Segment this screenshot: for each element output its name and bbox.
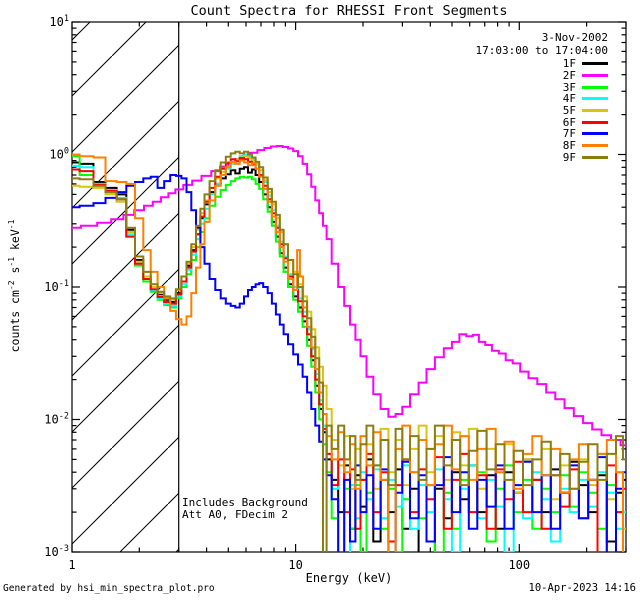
legend-item-5F: 5F <box>562 104 608 118</box>
x-axis-title: Energy (keV) <box>305 571 393 585</box>
legend-label: 5F <box>562 104 576 118</box>
legend-label: 8F <box>562 139 576 153</box>
series-group <box>72 145 626 552</box>
y-tick-label: 100 <box>49 147 69 162</box>
legend-label: 1F <box>562 57 576 71</box>
annotation-includes-background: Includes Background <box>182 496 308 509</box>
legend-color-swatch <box>582 144 608 148</box>
observation-date: 3-Nov-2002 <box>541 31 608 44</box>
y-axis-title-text: counts cm <box>8 290 22 353</box>
legend-item-8F: 8F <box>562 139 608 153</box>
series-line-8F <box>72 153 624 552</box>
series-layer <box>72 145 626 552</box>
legend-label: 2F <box>562 69 576 83</box>
legend-item-6F: 6F <box>562 115 608 129</box>
x-tick-label: 1 <box>68 558 75 572</box>
page-title: Count Spectra for RHESSI Front Segments <box>190 3 508 19</box>
legend-item-9F: 9F <box>562 150 608 164</box>
legend: 1F 2F 3F 4F 5F 6F 7F 8F 9F <box>562 57 608 164</box>
legend-label: 4F <box>562 92 576 106</box>
legend-label: 9F <box>562 150 576 164</box>
x-tick-labels: 1 10 100 <box>68 558 530 572</box>
legend-item-2F: 2F <box>562 69 608 83</box>
legend-color-swatch <box>582 120 608 124</box>
series-line-2F <box>72 145 626 447</box>
legend-color-swatch <box>582 109 608 113</box>
legend-label: 7F <box>562 127 576 141</box>
y-axis-title: counts cm-2 s-1 keV-1 <box>7 156 22 416</box>
legend-color-swatch <box>582 155 608 159</box>
annotation-attenuator-state: Att A0, FDecim 2 <box>182 508 288 521</box>
legend-label: 3F <box>562 80 576 94</box>
y-axis-title-superscript: -1 <box>7 219 17 230</box>
legend-item-4F: 4F <box>562 92 608 106</box>
legend-item-1F: 1F <box>562 57 608 71</box>
x-tick-label: 10 <box>288 558 302 572</box>
y-tick-label: 10-2 <box>44 412 69 427</box>
legend-color-swatch <box>582 97 608 101</box>
y-axis-title-superscript: -2 <box>7 280 17 291</box>
legend-color-swatch <box>582 132 608 136</box>
legend-color-swatch <box>582 62 608 66</box>
y-tick-labels: 101 100 10-1 10-2 10-3 <box>44 14 69 559</box>
legend-color-swatch <box>582 85 608 89</box>
footer-program-credit: Generated by hsi_min_spectra_plot.pro <box>3 583 215 594</box>
legend-item-3F: 3F <box>562 80 608 94</box>
y-axis-title-text: s <box>8 266 22 281</box>
footer-generation-timestamp: 10-Apr-2023 14:16 <box>528 582 636 594</box>
y-tick-label: 101 <box>49 14 69 29</box>
legend-item-7F: 7F <box>562 127 608 141</box>
series-line-9F <box>72 150 626 552</box>
observation-time-range: 17:03:00 to 17:04:00 <box>475 44 608 57</box>
y-axis-title-text: keV <box>8 229 22 257</box>
y-axis-title-superscript: -1 <box>7 256 17 267</box>
legend-color-swatch <box>582 74 608 78</box>
x-tick-label: 100 <box>508 558 530 572</box>
y-tick-label: 10-1 <box>44 279 69 294</box>
y-tick-label: 10-3 <box>44 544 69 559</box>
legend-label: 6F <box>562 115 576 129</box>
